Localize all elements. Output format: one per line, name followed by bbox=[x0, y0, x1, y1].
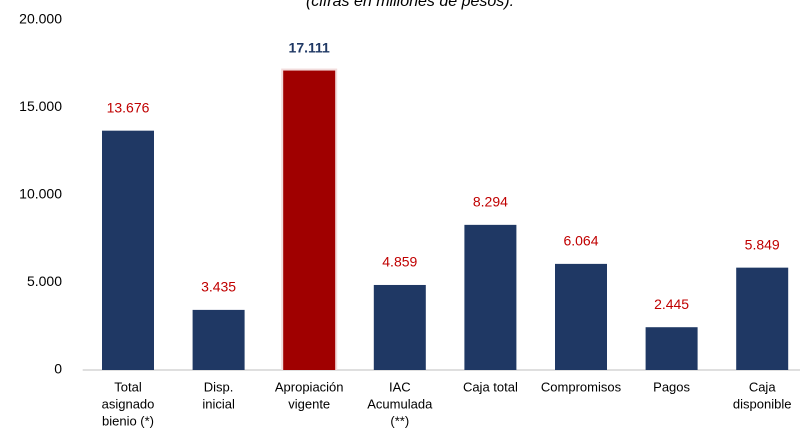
x-tick-label: bienio (*) bbox=[102, 413, 154, 428]
x-tick-label: Acumulada bbox=[367, 396, 433, 411]
x-tick-label: Apropiación bbox=[275, 379, 344, 394]
x-tick-label: disponible bbox=[733, 396, 792, 411]
value-label: 6.064 bbox=[563, 233, 598, 249]
x-tick-label: Caja total bbox=[463, 379, 518, 394]
x-tick-label: Disp. bbox=[204, 379, 234, 394]
value-label: 5.849 bbox=[745, 236, 780, 252]
value-label: 13.676 bbox=[107, 99, 150, 115]
bar bbox=[464, 224, 517, 370]
bar bbox=[645, 327, 698, 370]
y-tick-label: 5.000 bbox=[27, 273, 62, 289]
y-tick-label: 0 bbox=[54, 361, 62, 377]
y-tick-label: 10.000 bbox=[19, 186, 62, 202]
y-tick-label: 20.000 bbox=[19, 11, 62, 27]
x-tick-label: Pagos bbox=[653, 379, 690, 394]
x-tick-label: Total bbox=[114, 379, 142, 394]
value-label: 17.111 bbox=[289, 39, 330, 55]
y-tick-label: 15.000 bbox=[19, 98, 62, 114]
bar bbox=[736, 267, 789, 370]
x-tick-label: (**) bbox=[390, 413, 409, 428]
chart-subtitle: (cifras en millones de pesos). bbox=[306, 0, 514, 10]
value-label: 8.294 bbox=[473, 194, 508, 210]
value-label: 3.435 bbox=[201, 279, 236, 295]
x-tick-label: asignado bbox=[102, 396, 155, 411]
x-tick-label: inicial bbox=[202, 396, 235, 411]
x-tick-label: Caja bbox=[749, 379, 777, 394]
bar bbox=[102, 130, 154, 370]
bar bbox=[283, 70, 336, 371]
bar bbox=[192, 309, 245, 370]
value-label: 4.859 bbox=[382, 254, 417, 270]
value-label: 2.445 bbox=[654, 296, 689, 312]
x-tick-label: Compromisos bbox=[541, 379, 622, 394]
x-tick-label: IAC bbox=[389, 379, 411, 394]
bar bbox=[555, 263, 607, 370]
bar bbox=[373, 284, 426, 370]
x-tick-label: vigente bbox=[288, 396, 330, 411]
